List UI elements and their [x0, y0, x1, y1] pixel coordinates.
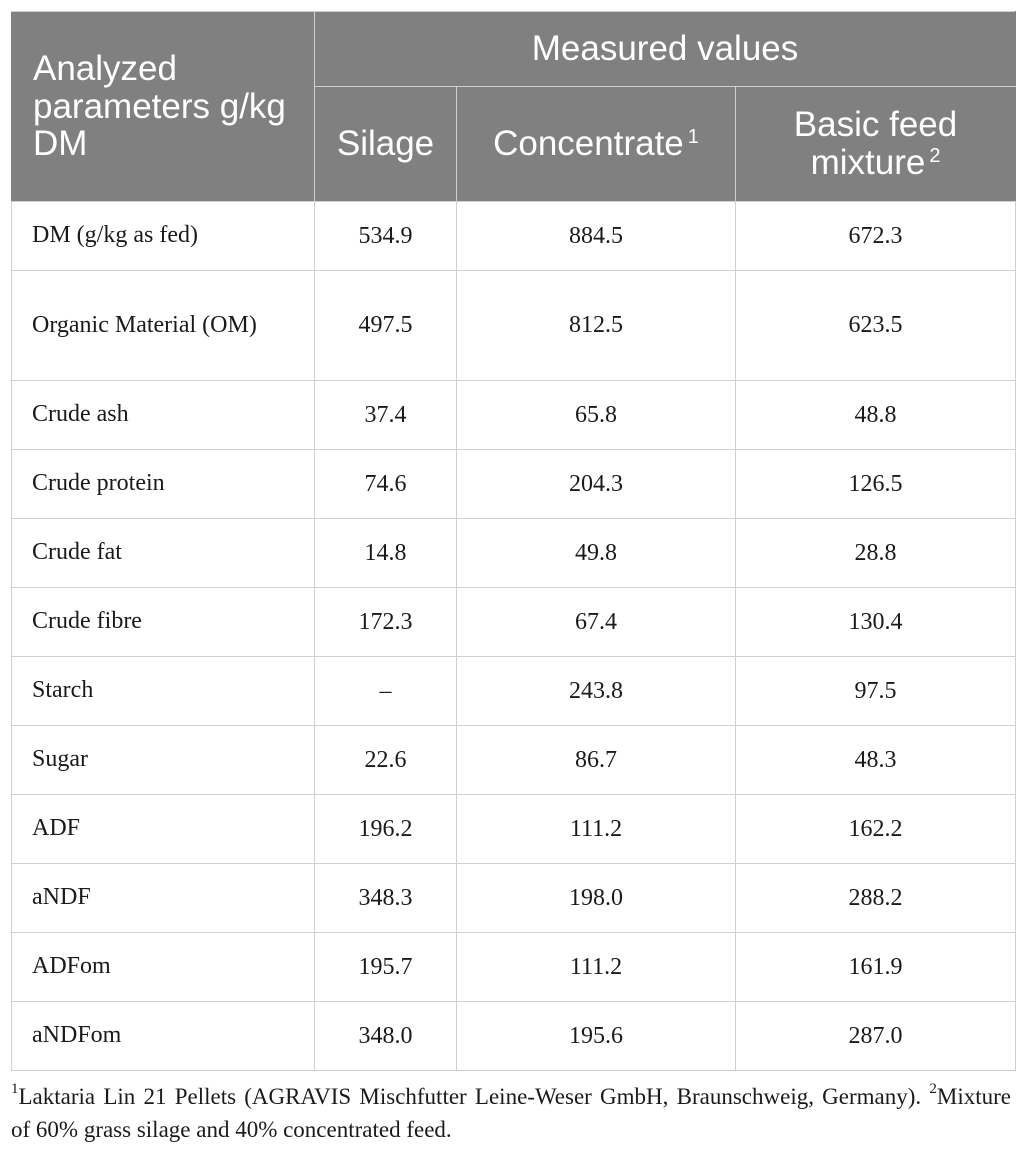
mixture-value: 672.3	[734, 201, 1017, 271]
concentrate-value: 204.3	[456, 449, 736, 519]
feed-composition-table-container: Analyzed parameters g/kg DM Measured val…	[11, 11, 1017, 1071]
row-label: Crude ash	[11, 380, 315, 450]
mixture-value: 97.5	[734, 656, 1017, 726]
row-label: aNDF	[11, 863, 315, 933]
silage-value: 497.5	[314, 270, 457, 381]
silage-value: 534.9	[314, 201, 457, 271]
concentrate-value: 243.8	[456, 656, 736, 726]
concentrate-column-header: Concentrate 1	[456, 86, 736, 202]
table-body: DM (g/kg as fed) 534.9 884.5 672.3 Organic M…	[11, 201, 1017, 1071]
table-row: ADFom 195.7 111.2 161.9	[11, 932, 1017, 1002]
mixture-value: 48.8	[734, 380, 1017, 450]
silage-value: 195.7	[314, 932, 457, 1002]
row-label: Crude fibre	[11, 587, 315, 657]
row-label: aNDFom	[11, 1001, 315, 1071]
silage-value: –	[314, 656, 457, 726]
concentrate-value: 198.0	[456, 863, 736, 933]
mixture-value: 161.9	[734, 932, 1017, 1002]
concentrate-value: 195.6	[456, 1001, 736, 1071]
parameter-column-header: Analyzed parameters g/kg DM	[11, 11, 315, 202]
mixture-value: 48.3	[734, 725, 1017, 795]
silage-value: 196.2	[314, 794, 457, 864]
row-label: Crude protein	[11, 449, 315, 519]
concentrate-value: 111.2	[456, 932, 736, 1002]
mixture-value: 623.5	[734, 270, 1017, 381]
feed-composition-table: Analyzed parameters g/kg DM Measured val…	[11, 11, 1017, 1071]
mixture-value: 162.2	[734, 794, 1017, 864]
footnote-marker-2: 2	[929, 1081, 937, 1097]
silage-value: 14.8	[314, 518, 457, 588]
mixture-value: 130.4	[734, 587, 1017, 657]
table-row: Crude fibre 172.3 67.4 130.4	[11, 587, 1017, 657]
row-label: Crude fat	[11, 518, 315, 588]
row-label: Organic Material (OM)	[11, 270, 315, 381]
row-label: ADF	[11, 794, 315, 864]
footnote-ref-1: 1	[687, 126, 699, 149]
table-row: Crude fat 14.8 49.8 28.8	[11, 518, 1017, 588]
concentrate-value: 111.2	[456, 794, 736, 864]
mixture-value: 126.5	[734, 449, 1017, 519]
row-label: ADFom	[11, 932, 315, 1002]
footnote-ref-2: 2	[929, 145, 941, 167]
table-row: aNDF 348.3 198.0 288.2	[11, 863, 1017, 933]
row-label: Sugar	[11, 725, 315, 795]
footnote-text-1: Laktaria Lin 21 Pellets (AGRAVIS Mischfu…	[18, 1084, 930, 1109]
concentrate-value: 65.8	[456, 380, 736, 450]
table-row: Starch –243.8 97.5	[11, 656, 1017, 726]
row-label: DM (g/kg as fed)	[11, 201, 315, 271]
concentrate-value: 86.7	[456, 725, 736, 795]
table-row: Sugar 22.6 86.7 48.3	[11, 725, 1017, 795]
basic-feed-mixture-column-header: Basic feed mixture 2	[734, 86, 1017, 202]
silage-value: 348.0	[314, 1001, 457, 1071]
measured-values-group-header: Measured values	[313, 11, 1017, 87]
table-row: DM (g/kg as fed) 534.9 884.5 672.3	[11, 201, 1017, 271]
silage-value: 37.4	[314, 380, 457, 450]
silage-header-label: Silage	[336, 124, 435, 164]
concentrate-value: 49.8	[456, 518, 736, 588]
mixture-value: 287.0	[734, 1001, 1017, 1071]
mixture-value: 28.8	[734, 518, 1017, 588]
table-row: Crude ash 37.4 65.8 48.8	[11, 380, 1017, 450]
silage-value: 348.3	[314, 863, 457, 933]
table-row: ADF 196.2 111.2 162.2	[11, 794, 1017, 864]
concentrate-value: 884.5	[456, 201, 736, 271]
footnote-marker-1: 1	[11, 1081, 19, 1097]
silage-value: 74.6	[314, 449, 457, 519]
concentrate-value: 812.5	[456, 270, 736, 381]
mixture-header-label: Basic feed mixture	[793, 105, 958, 182]
mixture-value: 288.2	[734, 863, 1017, 933]
table-row: aNDFom 348.0 195.6 287.0	[11, 1001, 1017, 1071]
table-header: Analyzed parameters g/kg DM Measured val…	[11, 11, 1017, 202]
silage-value: 172.3	[314, 587, 457, 657]
footnote-text-2: Mixture of 60% grass silage and 40% conc…	[11, 1084, 1011, 1142]
silage-value: 22.6	[314, 725, 457, 795]
concentrate-header-label: Concentrate	[493, 124, 684, 164]
silage-column-header: Silage	[314, 86, 457, 202]
table-row: Crude protein 74.6 204.3 126.5	[11, 449, 1017, 519]
concentrate-value: 67.4	[456, 587, 736, 657]
table-footnotes: 1Laktaria Lin 21 Pellets (AGRAVIS Mischf…	[11, 1081, 1011, 1146]
row-label: Starch	[11, 656, 315, 726]
table-row: Organic Material (OM) 497.5 812.5 623.5	[11, 270, 1017, 381]
